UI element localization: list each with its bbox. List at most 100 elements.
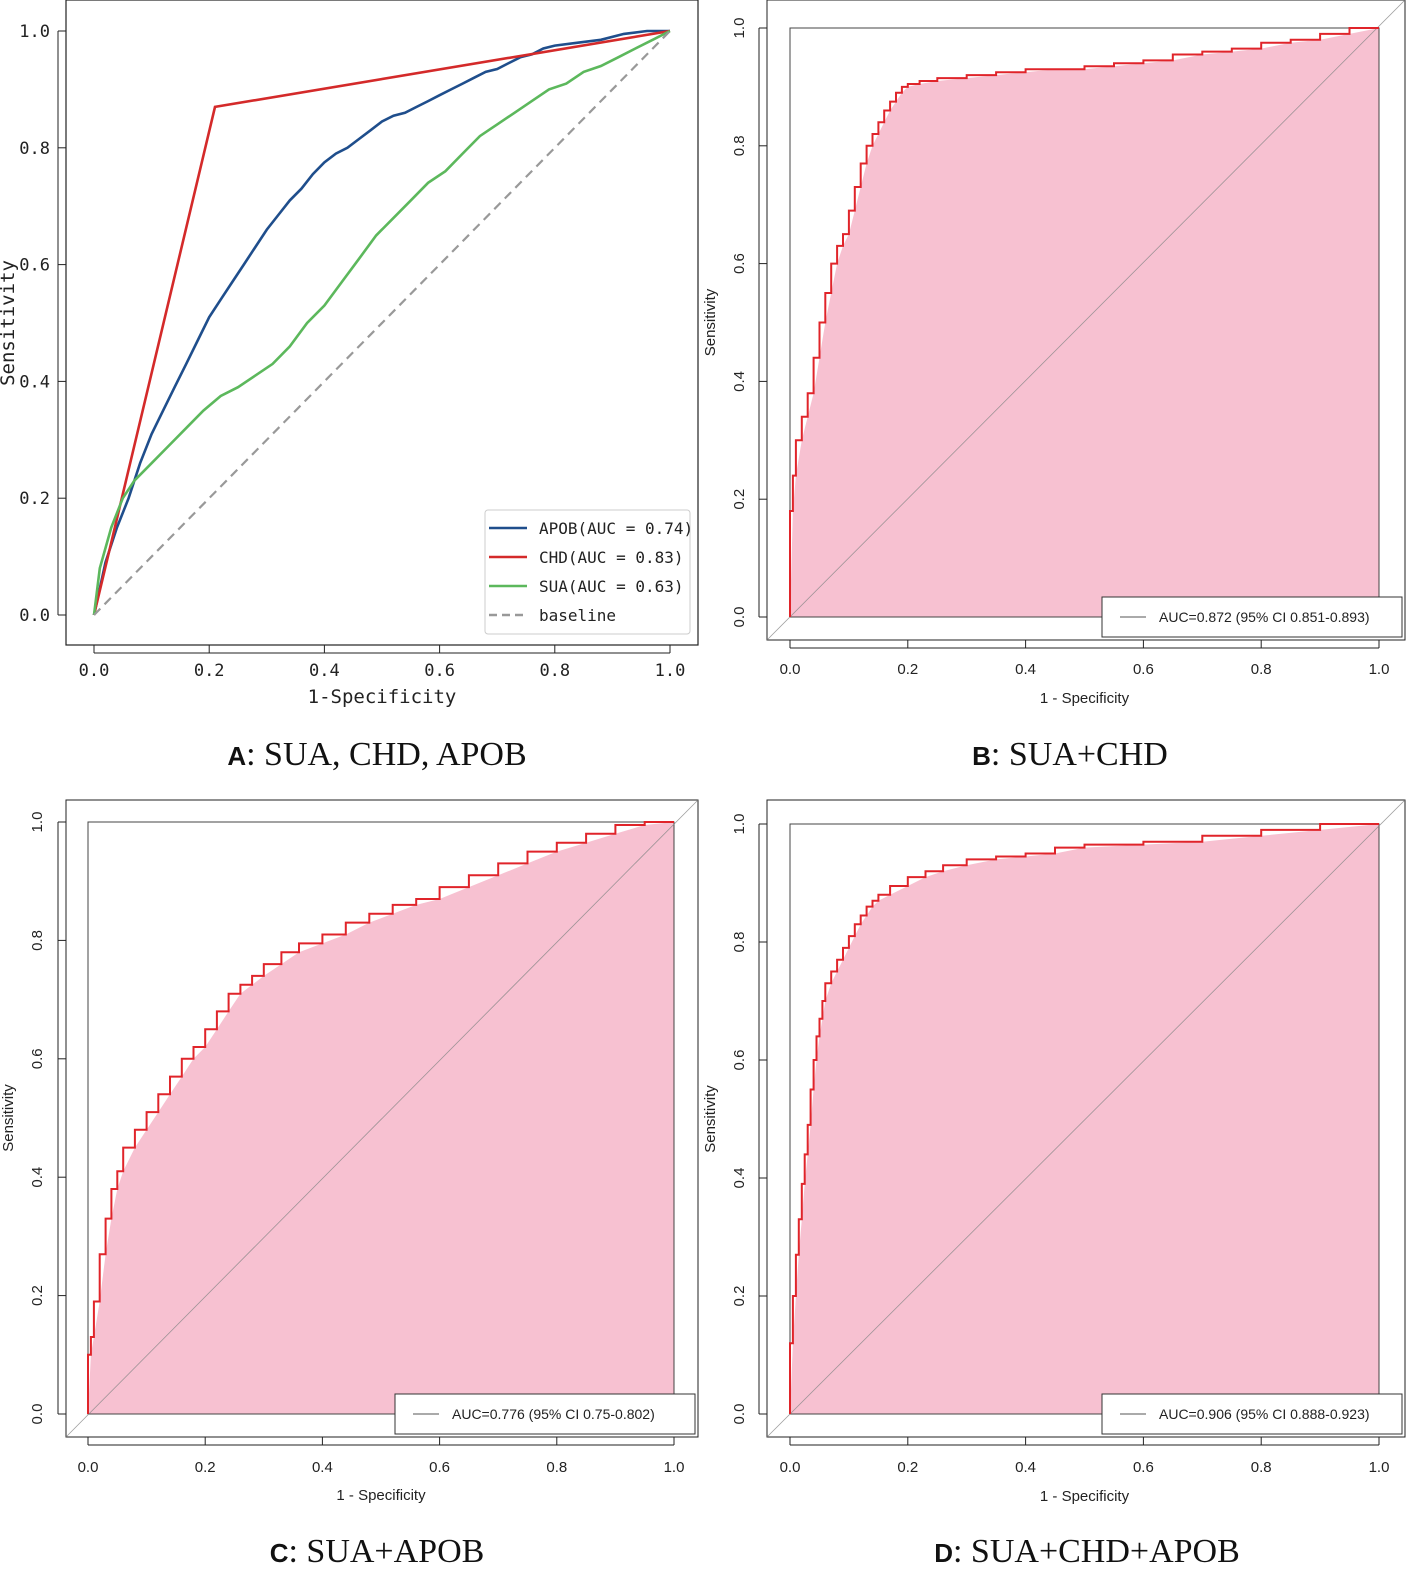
panel-caption-text: : SUA, CHD, APOB [246, 736, 527, 773]
y-axis-label: Sensitivity [0, 260, 19, 386]
y-tick-label: 0.0 [19, 606, 50, 626]
x-tick-label: 1.0 [655, 661, 686, 681]
roc-square [789, 27, 1380, 618]
series-line-chd [92, 29, 671, 616]
y-tick-label: 0.4 [731, 1168, 748, 1189]
x-tick-label: 0.0 [79, 661, 110, 681]
x-tick-label: 0.8 [546, 1459, 567, 1476]
y-tick-label: 0.2 [19, 489, 50, 509]
x-tick-label: 0.0 [780, 1459, 801, 1476]
legend-box [394, 1393, 696, 1435]
x-tick-label: 0.2 [897, 661, 918, 678]
series-line-baseline [93, 30, 671, 616]
legend-label: APOB(AUC = 0.74) [539, 519, 693, 538]
legend-label: AUC=0.906 (95% CI 0.888-0.923) [1159, 1406, 1370, 1422]
y-tick-label: 0.2 [29, 1285, 46, 1306]
panel-caption: B: SUA+CHD [972, 736, 1168, 773]
panel-caption-letter: C [270, 1538, 289, 1568]
panel-caption: C: SUA+APOB [270, 1533, 485, 1570]
x-tick-label: 0.2 [194, 661, 225, 681]
x-tick-label: 0.6 [1133, 1459, 1154, 1476]
x-tick-label: 0.8 [1251, 661, 1272, 678]
y-tick-label: 1.0 [19, 22, 50, 42]
panel-d: AUC=0.906 (95% CI 0.888-0.923) 0.0 0.2 0.4 0… [702, 799, 1406, 1570]
panel-a: APOB(AUC = 0.74) CHD(AUC = 0.83) SUA(AUC =… [0, 0, 699, 773]
y-tick-label: 0.8 [29, 930, 46, 951]
y-tick-label: 0.0 [29, 1404, 46, 1425]
y-tick-label: 0.2 [731, 489, 748, 510]
roc-curve [87, 821, 674, 1414]
y-tick-label: 1.0 [731, 18, 748, 39]
x-tick-label: 0.6 [1133, 661, 1154, 678]
diagonal-reference-line [766, 0, 1406, 641]
panel-caption-letter: D [934, 1538, 953, 1568]
x-tick-label: 0.4 [312, 1459, 333, 1476]
y-tick-label: 0.2 [731, 1286, 748, 1307]
series-line-sua [92, 29, 671, 616]
legend-label: SUA(AUC = 0.63) [539, 577, 684, 596]
roc-square [789, 823, 1380, 1415]
x-tick-label: 1.0 [664, 1459, 685, 1476]
panel-caption: D: SUA+CHD+APOB [934, 1533, 1240, 1570]
y-axis-label: Sensitivity [702, 288, 719, 356]
x-tick-label: 0.4 [1015, 1459, 1036, 1476]
x-tick-label: 0.6 [429, 1459, 450, 1476]
x-tick-label: 1.0 [1369, 1459, 1390, 1476]
panel-caption-text: : SUA+CHD [991, 736, 1168, 773]
y-tick-label: 0.6 [29, 1048, 46, 1069]
x-tick-label: 0.0 [780, 661, 801, 678]
legend-label: AUC=0.776 (95% CI 0.75-0.802) [452, 1406, 655, 1422]
auc-fill-area [88, 822, 674, 1414]
plot-frame [65, 799, 699, 1438]
legend-box [1101, 1393, 1403, 1435]
legend-box [1101, 596, 1403, 638]
x-axis-label: 1 - Specificity [336, 1487, 426, 1504]
y-tick-label: 0.6 [731, 1050, 748, 1071]
x-tick-label: 1.0 [1369, 661, 1390, 678]
x-tick-label: 0.2 [897, 1459, 918, 1476]
y-tick-label: 0.6 [731, 253, 748, 274]
x-tick-label: 0.8 [1251, 1459, 1272, 1476]
y-tick-label: 1.0 [731, 814, 748, 835]
panel-caption: A: SUA, CHD, APOB [227, 736, 526, 773]
y-tick-label: 0.8 [19, 139, 50, 159]
y-tick-label: 0.4 [29, 1167, 46, 1188]
y-tick-label: 0.6 [19, 256, 50, 276]
roc-curve [789, 823, 1379, 1414]
plot-frame [65, 0, 699, 646]
x-tick-label: 0.0 [78, 1459, 99, 1476]
panel-c: AUC=0.776 (95% CI 0.75-0.802) 0.0 0.2 0.4 0.… [0, 799, 699, 1570]
x-axis-label: 1 - Specificity [1040, 690, 1130, 707]
y-tick-label: 1.0 [29, 812, 46, 833]
y-tick-label: 0.8 [731, 135, 748, 156]
panel-b: AUC=0.872 (95% CI 0.851-0.893) 0.0 0.2 0.4 0… [702, 0, 1406, 773]
panel-caption-text: : SUA+CHD+APOB [953, 1533, 1240, 1570]
panel-caption-letter: B [972, 741, 991, 771]
roc-square [87, 821, 675, 1415]
legend-label: CHD(AUC = 0.83) [539, 548, 684, 567]
panel-caption-letter: A [227, 741, 246, 771]
x-tick-label: 0.8 [539, 661, 570, 681]
x-tick-label: 0.2 [195, 1459, 216, 1476]
plot-frame [766, 799, 1406, 1438]
y-axis-label: Sensitivity [0, 1084, 17, 1152]
y-tick-label: 0.8 [731, 932, 748, 953]
y-tick-label: 0.0 [731, 1404, 748, 1425]
legend-label: baseline [539, 606, 616, 625]
x-tick-label: 0.4 [1015, 661, 1036, 678]
x-tick-label: 0.4 [309, 661, 340, 681]
plot-frame [766, 0, 1406, 641]
diagonal-reference-line [766, 799, 1406, 1438]
x-axis-label: 1 - Specificity [1040, 1488, 1130, 1505]
diagonal-reference-line [65, 799, 699, 1438]
legend-label: AUC=0.872 (95% CI 0.851-0.893) [1159, 609, 1370, 625]
y-tick-label: 0.4 [731, 371, 748, 392]
y-tick-label: 0.0 [731, 607, 748, 628]
panel-caption-text: : SUA+APOB [288, 1533, 484, 1570]
x-axis-label: 1-Specificity [308, 686, 457, 708]
roc-curve [789, 27, 1379, 617]
y-tick-label: 0.4 [19, 372, 50, 392]
y-axis-label: Sensitivity [702, 1085, 719, 1153]
legend-box [484, 509, 691, 635]
